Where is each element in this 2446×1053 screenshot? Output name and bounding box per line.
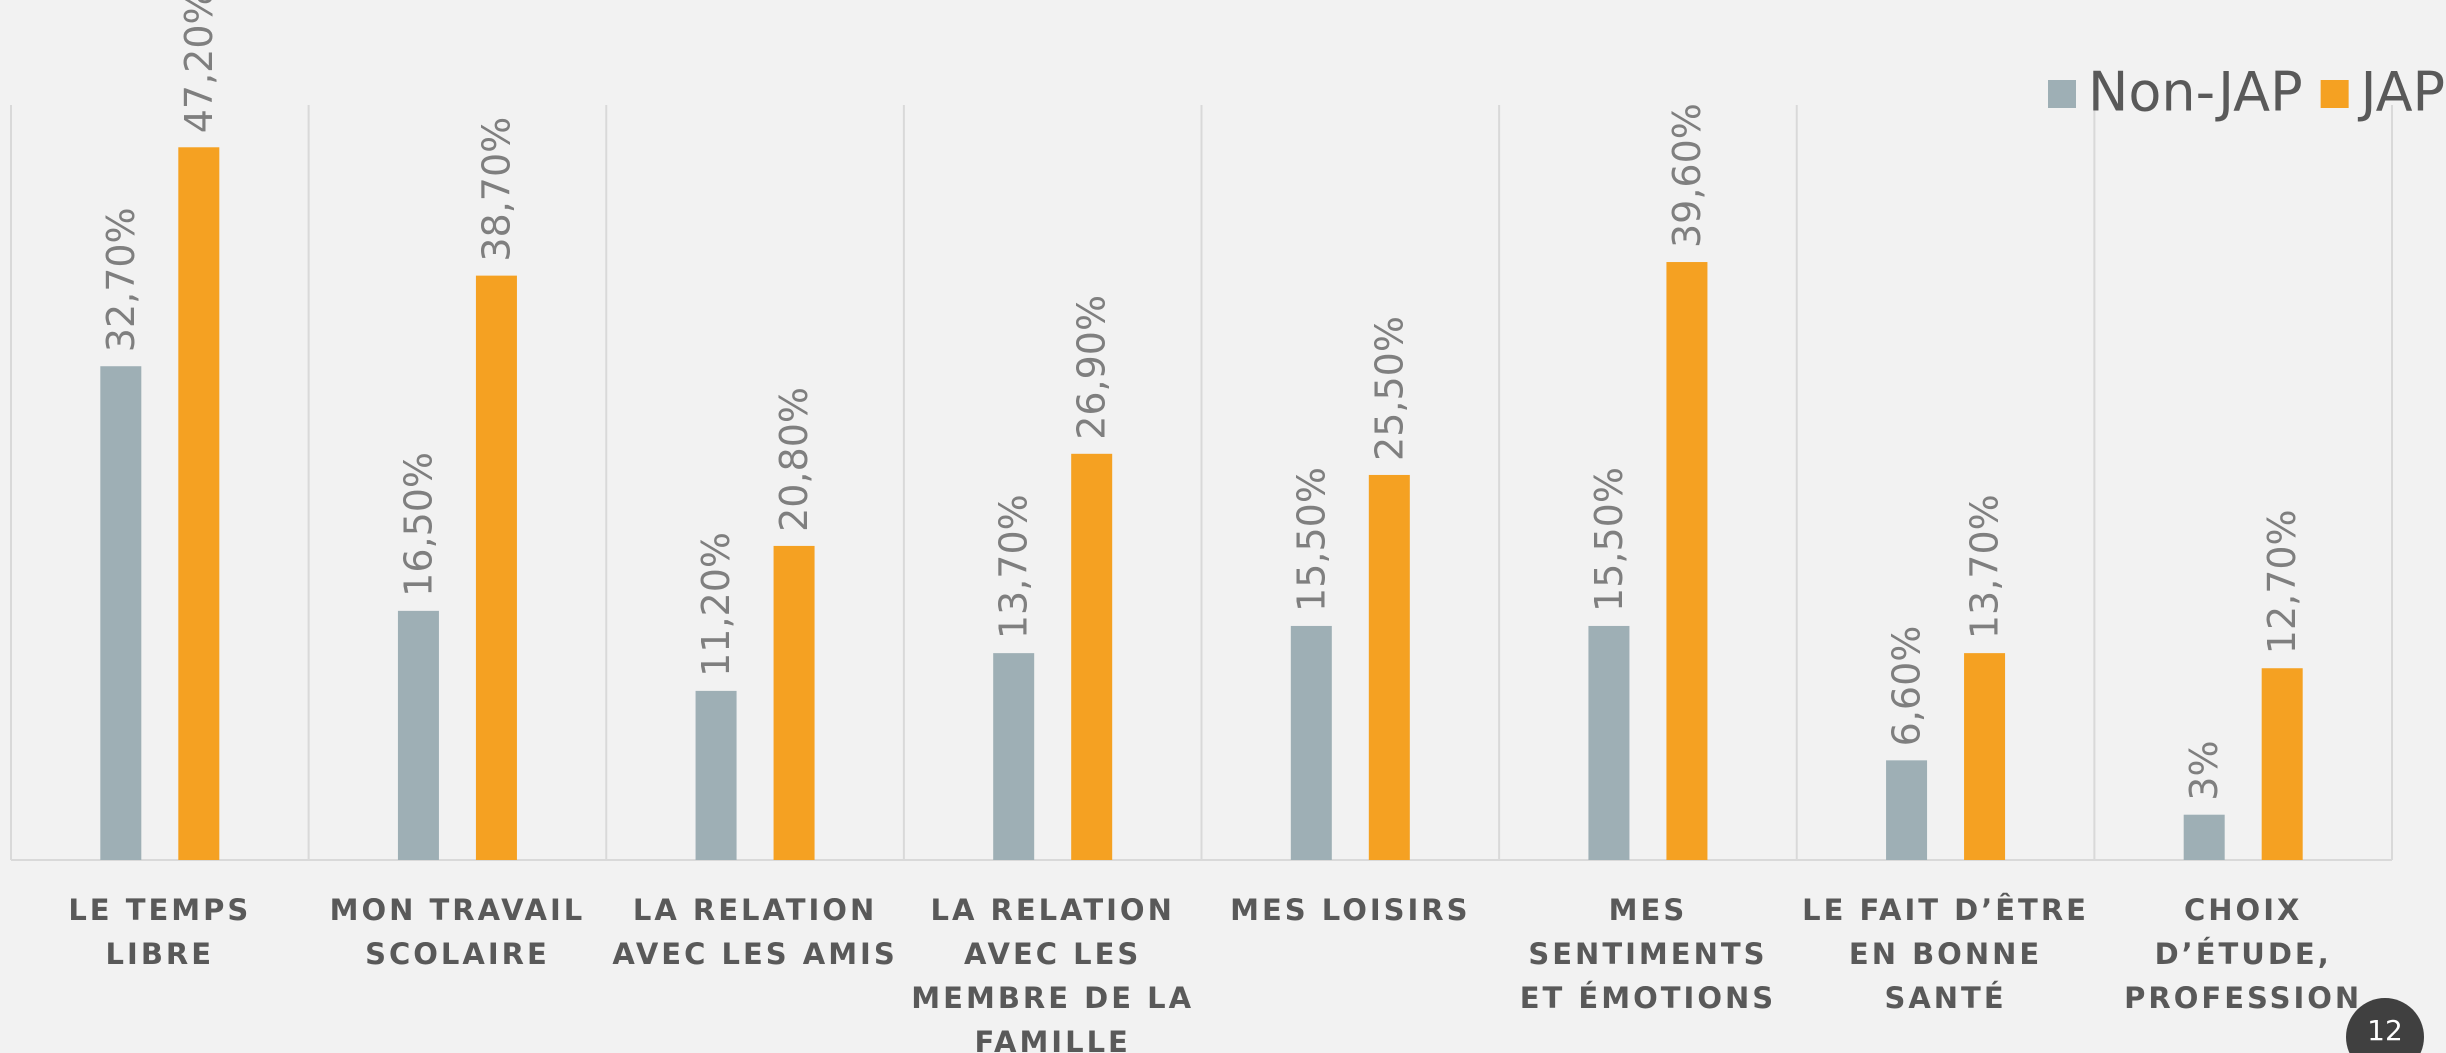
value-label: 11,20% [694, 532, 738, 677]
bar [178, 147, 220, 860]
legend-label: Non-JAP [2088, 61, 2303, 124]
value-label: 6,60% [1885, 626, 1929, 747]
value-label: 39,60% [1665, 103, 1709, 248]
bar [1290, 625, 1332, 860]
bar [1886, 760, 1928, 860]
value-label: 15,50% [1289, 467, 1333, 612]
value-label: 13,70% [1963, 494, 2007, 639]
slide-number: 12 [2346, 998, 2424, 1053]
bar [2261, 668, 2303, 860]
value-label: 15,50% [1587, 467, 1631, 612]
bar [1666, 262, 1708, 860]
bar [695, 690, 737, 860]
legend-swatch [2048, 80, 2076, 108]
value-label: 12,70% [2260, 509, 2304, 654]
value-label: 47,20% [177, 0, 221, 133]
x-tick-label: MON TRAVAIL SCOLAIRE [329, 893, 586, 971]
bar [2183, 814, 2225, 860]
legend-swatch [2320, 80, 2349, 108]
value-label: 16,50% [396, 452, 440, 597]
bar [1588, 625, 1630, 860]
bar [475, 275, 517, 860]
value-label: 3% [2182, 740, 2226, 800]
legend-label: JAP [2358, 61, 2445, 124]
value-label: 20,80% [772, 387, 816, 532]
x-tick-label: MES LOISIRS [1230, 893, 1471, 927]
x-tick-label: LE FAIT D’ÊTRE EN BONNE SANTÉ [1802, 893, 2089, 1015]
bar [397, 610, 439, 860]
bar [1964, 653, 2006, 860]
value-label: 32,70% [99, 207, 143, 352]
x-tick-label: CHOIX D’ÉTUDE, PROFESSION [2124, 893, 2363, 1015]
bar [100, 366, 142, 860]
x-tick-label: LA RELATION AVEC LES AMIS [612, 893, 898, 971]
value-label: 38,70% [474, 117, 518, 262]
bar [1368, 474, 1410, 860]
bar [773, 545, 815, 860]
value-label: 13,70% [992, 494, 1036, 639]
x-tick-label: MES SENTIMENTS ET ÉMOTIONS [1519, 893, 1777, 1015]
bar [1071, 453, 1113, 860]
value-label: 26,90% [1070, 295, 1114, 440]
x-tick-label: LA RELATION AVEC LES MEMBRE DE LA FAMILL… [911, 893, 1195, 1053]
x-tick-label: LE TEMPS LIBRE [68, 893, 252, 971]
value-label: 25,50% [1367, 316, 1411, 461]
bar [993, 653, 1035, 860]
